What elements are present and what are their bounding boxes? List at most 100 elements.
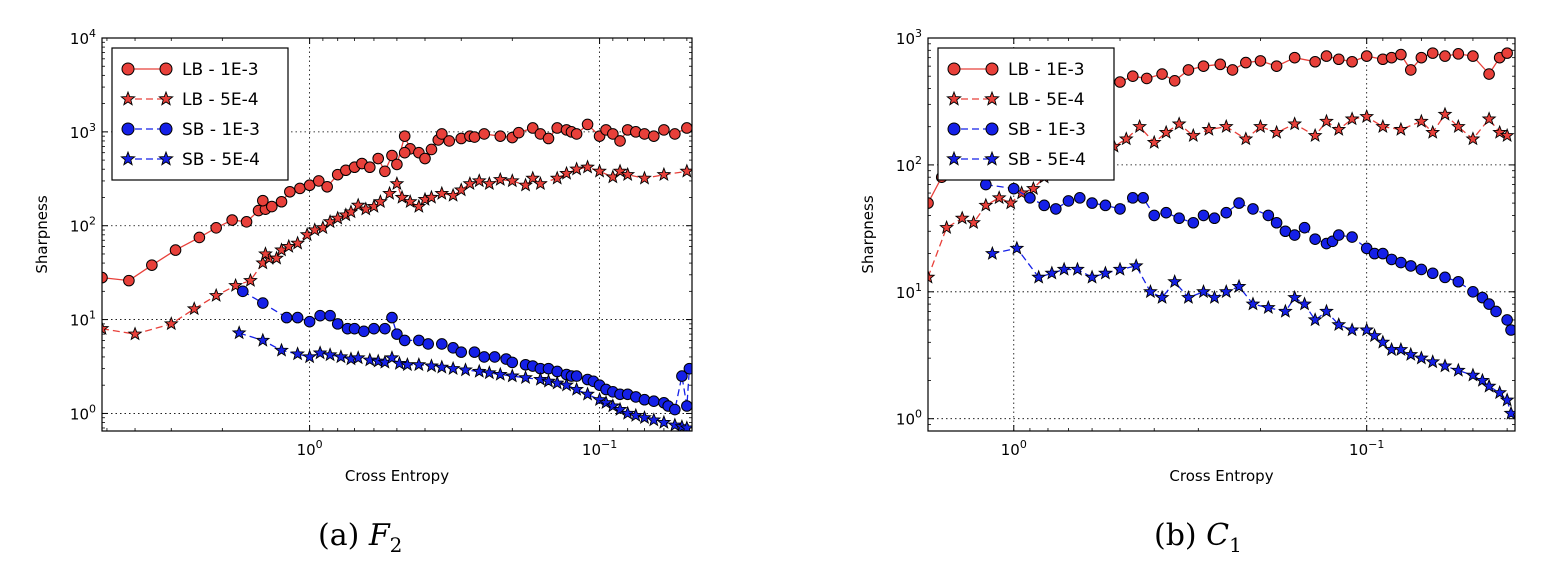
chart0-series-1-point-50 (620, 166, 636, 181)
chart1-series-3-point-38 (1475, 372, 1490, 387)
chart-panel-a: 100 101 102 103 104 100 10−1 Cross Entropy Sharp… (33, 27, 693, 557)
chart0-series-3-point-34 (605, 398, 621, 413)
chart1-series-3-point-28 (1367, 328, 1382, 343)
chart0-series-3-point-24 (504, 368, 520, 383)
chart0-series-2-point-23 (488, 351, 501, 363)
chart1-series-2-point-10 (1126, 192, 1139, 204)
chart1-series-0-point-39 (1404, 64, 1417, 76)
chart0-series-2-point-18 (436, 338, 448, 350)
chart1-series-2-point-38 (1426, 267, 1439, 280)
chart0-series-0-point-53 (607, 128, 619, 140)
chart0-series-1-point-38 (492, 171, 508, 186)
chart0-series-0-point-43 (526, 122, 539, 134)
chart0-series-2-point-14 (391, 328, 403, 340)
chart0-series-1-point-32 (434, 185, 450, 200)
chart0-legend-marker-b-2 (159, 122, 173, 136)
chart1-series-2-point-46 (1505, 324, 1515, 336)
chart1-series-1-point-39 (1465, 131, 1481, 146)
chart1-series-3-point-40 (1492, 385, 1508, 400)
chart0-series-1-point-53 (679, 163, 692, 178)
chart0-series-1-point-28 (402, 193, 418, 209)
caption-a: (a) F2 (318, 518, 402, 557)
chart1-series-0-point-28 (1254, 55, 1267, 67)
chart1-series-3-point-7 (1097, 265, 1113, 280)
chart0-series-3-point-35 (612, 401, 628, 416)
chart1-series-3-point-21 (1287, 289, 1303, 304)
chart1-ytick-label-0: 100 (896, 408, 922, 429)
chart1-series-1-point-30 (1331, 121, 1347, 136)
chart0-series-1-line (102, 166, 687, 335)
chart0-legend-marker-b-3 (158, 150, 174, 166)
chart1-legend-marker-b-0 (985, 62, 999, 76)
chart1-series-1-point-8 (1025, 180, 1041, 195)
chart0-series-2-point-49 (683, 362, 692, 375)
chart1-ytick-label-2: 102 (896, 154, 922, 175)
chart1-series-0-point-19 (1126, 70, 1139, 83)
chart0-series-1-point-3 (186, 301, 202, 316)
chart1-series-2-point-17 (1208, 212, 1221, 225)
chart1-series-0-point-34 (1346, 55, 1358, 68)
chart1-series-0-point-21 (1156, 68, 1168, 80)
chart0-series-0-point-26 (391, 158, 403, 171)
chart0-series-2-point-2 (280, 311, 293, 324)
chart0-series-3-point-25 (518, 369, 533, 385)
chart0-series-0-point-39 (478, 128, 490, 140)
chart1-legend-marker-a-2 (947, 122, 961, 136)
chart0-series-3 (231, 325, 692, 431)
chart0-series-2-point-6 (324, 309, 336, 322)
chart0-series-3-point-5 (312, 345, 328, 360)
chart1-series-3-point-34 (1425, 354, 1441, 369)
chart0-series-2-point-4 (303, 315, 316, 328)
chart1-series-3-point-37 (1465, 367, 1481, 382)
chart1-series-3-point-23 (1307, 312, 1323, 327)
chart1-series-3-point-18 (1245, 296, 1261, 311)
chart0-legend-marker-b-0 (159, 62, 173, 76)
chart1-legend-marker-b-1 (984, 90, 1000, 106)
chart0-series-2-point-5 (314, 309, 326, 322)
caption-a-var: F (368, 518, 390, 553)
chart1-series-2-point-26 (1309, 233, 1321, 245)
chart1-series-3-point-2 (1031, 269, 1047, 284)
chart1-series-2-point-11 (1137, 192, 1149, 204)
chart1-series-1-point-23 (1218, 118, 1234, 134)
chart1-series-2-point-13 (1160, 206, 1172, 219)
chart0-series-0-point-35 (443, 135, 456, 147)
chart0-ytick-label-3: 103 (70, 121, 96, 142)
caption-b-var: C (1206, 518, 1230, 553)
chart1-series-1-point-26 (1269, 124, 1285, 139)
chart1-series-0-point-41 (1426, 47, 1439, 59)
chart0-series-1-point-43 (549, 170, 565, 185)
chart0-legend-label-3: SB - 5E-4 (182, 150, 260, 170)
chart0-series-1-point-25 (382, 185, 397, 200)
chart1-series-3-point-26 (1344, 322, 1360, 337)
chart1-series-2-point-45 (1501, 314, 1513, 326)
chart1-series-2-point-41 (1467, 286, 1479, 298)
chart0-series-0-point-11 (266, 200, 278, 213)
chart1-legend-label-2: SB - 1E-3 (1008, 120, 1086, 140)
chart0-series-3-point-16 (411, 356, 427, 372)
chart0-ytick-label-1: 101 (70, 309, 96, 330)
chart1-series-2-point-0 (980, 178, 992, 191)
chart1-series-0-point-43 (1452, 48, 1465, 60)
chart1-series-3-point-9 (1128, 258, 1144, 273)
chart0-series-3-point-18 (434, 359, 450, 374)
chart1-series-1-point-32 (1359, 108, 1375, 123)
chart1-series-0-point-27 (1240, 56, 1252, 69)
chart0-series-0-point-49 (570, 128, 583, 140)
chart0-series-1-point-21 (350, 197, 366, 212)
chart1-series-2-point-21 (1262, 209, 1275, 222)
caption-a-prefix: (a) (318, 518, 360, 553)
chart0-series-2-point-25 (506, 356, 519, 369)
chart0-series-0-point-45 (542, 132, 555, 145)
chart1-series-1-point-27 (1287, 116, 1303, 131)
chart0-series-0-point-7 (240, 216, 253, 228)
chart-panel-b: 100 101 102 103 100 10−1 Cross Entropy Sharpnes… (771, 0, 1542, 570)
chart1-series-0-point-32 (1320, 50, 1333, 62)
chart1-series-2-point-3 (1038, 199, 1050, 212)
chart0-series-3-point-37 (628, 407, 644, 422)
chart0-ytick-label-4: 104 (70, 27, 96, 48)
chart0-legend-box (111, 47, 289, 181)
chart0-series-1-point-52 (656, 166, 672, 181)
chart1-series-2-point-6 (1074, 192, 1086, 204)
chart1-series-2-point-12 (1148, 209, 1161, 222)
